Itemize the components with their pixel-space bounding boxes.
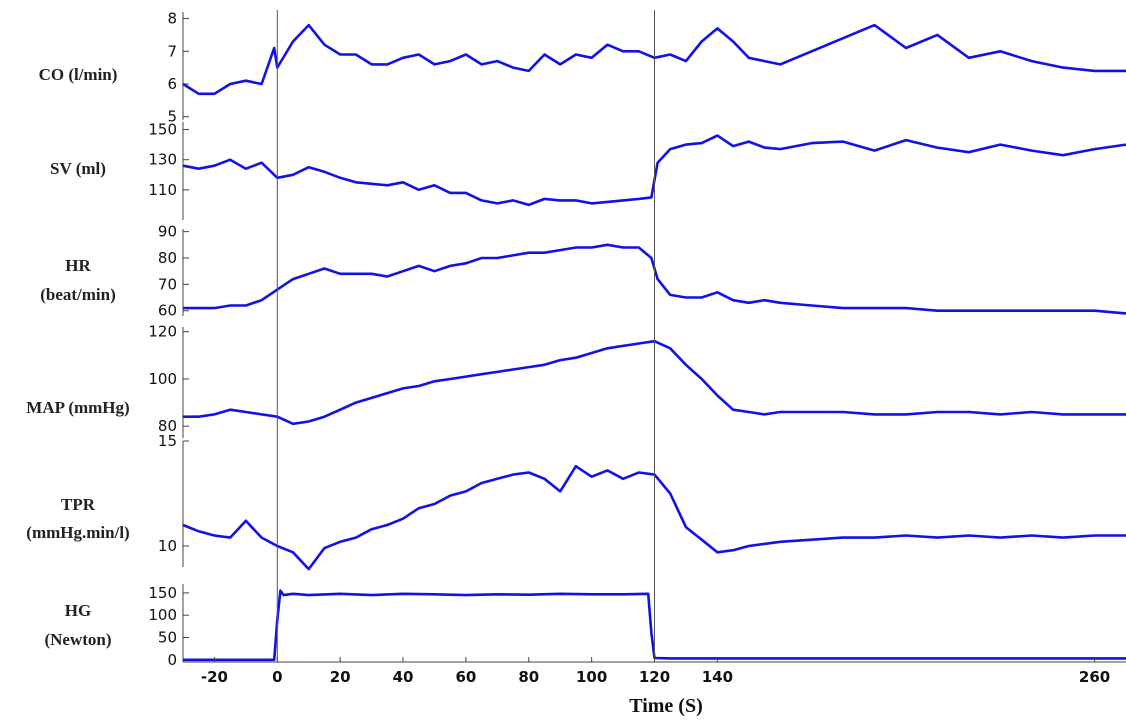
y-tick-label: 90 [158, 223, 177, 241]
y-tick-label: 80 [158, 417, 177, 435]
markers-layer [276, 10, 655, 662]
y-tick-label: 60 [158, 302, 177, 320]
x-tick-label: 140 [702, 668, 733, 686]
series-line [182, 23, 1126, 96]
x-tick-label: 260 [1079, 668, 1110, 686]
y-tick-label: 110 [148, 181, 177, 199]
y-tick-label: 6 [167, 75, 177, 93]
panel-5: 10 15 TPR (mmHg.min/l) [26, 432, 1126, 571]
panel-label: CO (l/min) [39, 65, 118, 84]
x-tick-label: 60 [455, 668, 476, 686]
x-tick-label: 0 [272, 668, 282, 686]
panel-2: 110 130 150 SV (ml) [50, 121, 1126, 220]
panel-label: (beat/min) [40, 285, 116, 304]
panel-4: 80 100 120 MAP (mmHg) [26, 323, 1126, 438]
x-tick-label: 40 [393, 668, 414, 686]
x-axis-title: Time (S) [629, 695, 703, 717]
panel-label: TPR [61, 495, 96, 514]
panel-3: 60 70 80 90 HR (beat/min) [40, 223, 1126, 320]
series-line [183, 243, 1126, 315]
series-line [183, 339, 1126, 426]
x-axis: -20 0 20 40 60 80 100 120 140 260 [183, 657, 1126, 686]
y-tick-label: 150 [148, 584, 177, 602]
y-tick-label: 0 [167, 651, 177, 669]
y-tick-label: 70 [158, 275, 177, 293]
panel-6: 0 50 100 150 HG (Newton) [44, 584, 1126, 669]
panel-label: SV (ml) [50, 159, 106, 178]
y-tick-label: 15 [158, 432, 177, 450]
panel-1: 5 6 7 8 CO (l/min) [39, 10, 1126, 126]
y-tick-label: 7 [167, 42, 177, 60]
series-line [182, 464, 1126, 571]
y-tick-label: 5 [167, 108, 177, 126]
panel-label: (mmHg.min/l) [26, 523, 129, 542]
y-tick-label: 10 [158, 537, 177, 555]
y-tick-label: 120 [148, 323, 177, 341]
series-line [183, 589, 1126, 662]
y-tick-label: 130 [148, 151, 177, 169]
x-tick-label: 20 [330, 668, 351, 686]
panel-label: HR [65, 256, 91, 275]
y-tick-label: 8 [167, 10, 177, 28]
y-tick-label: 100 [148, 370, 177, 388]
y-tick-label: 80 [158, 249, 177, 267]
panel-label: HG [65, 601, 91, 620]
y-tick-label: 100 [148, 606, 177, 624]
x-tick-label: 120 [639, 668, 670, 686]
panel-label: (Newton) [44, 630, 111, 649]
x-tick-label: 80 [518, 668, 539, 686]
x-tick-label: 100 [576, 668, 607, 686]
y-tick-label: 150 [148, 121, 177, 139]
series-line [182, 134, 1126, 207]
y-tick-label: 50 [158, 628, 177, 646]
panel-label: MAP (mmHg) [26, 398, 129, 417]
x-tick-label: -20 [201, 668, 228, 686]
